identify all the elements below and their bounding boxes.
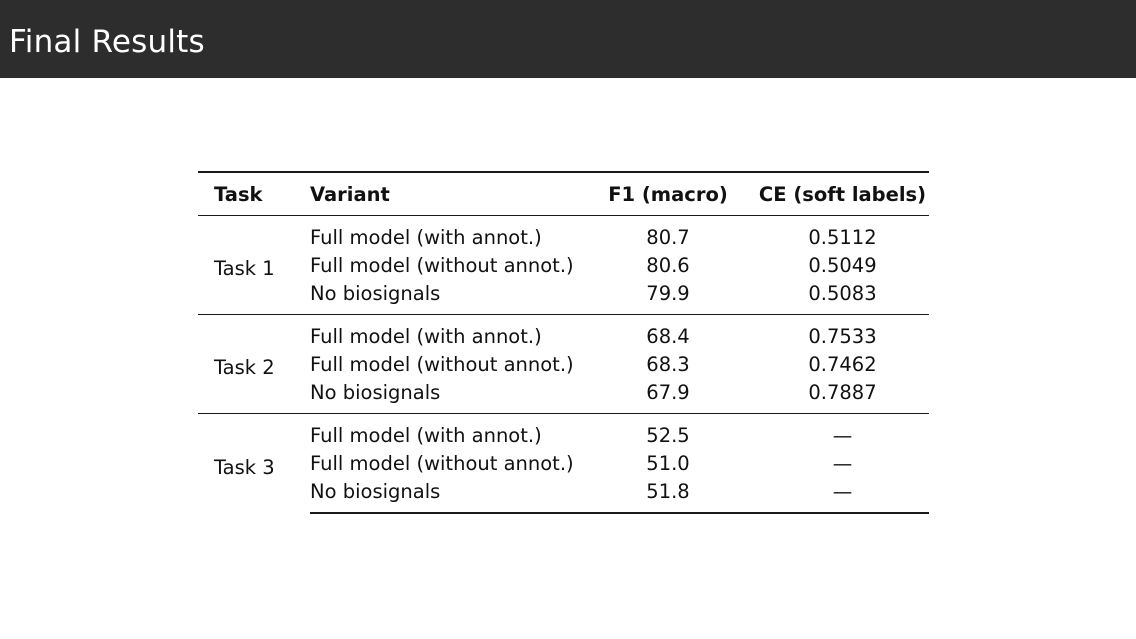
variant-cell: Full model (with annot.) (310, 413, 580, 450)
f1-cell: 51.8 (580, 478, 756, 514)
header-f1: F1 (macro) (580, 171, 756, 216)
f1-cell: 80.6 (646, 254, 690, 277)
table-row: Full model (without annot.) 68.3 0.7462 (198, 351, 929, 379)
variant-cell: Full model (with annot.) (310, 314, 580, 351)
f1-cell: 67.9 (646, 381, 690, 404)
task-label: Task 2 (198, 314, 310, 414)
f1-cell: 51.0 (646, 452, 690, 475)
ce-cell: — (756, 413, 929, 450)
table-row: No biosignals 79.9 0.5083 (198, 280, 929, 315)
task-label: Task 3 (198, 413, 310, 513)
table-row: Task 1 Full model (with annot.) 80.7 0.5… (198, 216, 929, 280)
slide-title: Final Results (9, 24, 205, 60)
ce-cell: 0.7462 (808, 353, 877, 376)
table-row: Task 3 Full model (with annot.) 52.5 — (198, 413, 929, 513)
f1-cell: 79.9 (646, 282, 690, 305)
table-row: Full model (without annot.) 80.6 0.5049 (198, 252, 929, 280)
table-row: Full model (without annot.) 51.0 — (198, 450, 929, 478)
results-table: Task Variant F1 (macro) CE (soft labels)… (198, 171, 929, 514)
ce-cell: 0.5112 (808, 226, 877, 249)
f1-cell: 68.4 (580, 314, 756, 351)
table-row: Task 2 Full model (with annot.) 68.4 0.7… (198, 314, 929, 414)
variant-cell: Full model (without annot.) (310, 452, 574, 475)
variant-cell: Full model (with annot.) (310, 226, 542, 249)
variant-cell: No biosignals (310, 282, 441, 305)
variant-cell: No biosignals (310, 381, 441, 404)
variant-cell: No biosignals (310, 478, 580, 514)
table-row: No biosignals 51.8 — (198, 478, 929, 514)
task-group-1: Task 1 Full model (with annot.) 80.7 0.5… (198, 216, 929, 315)
variant-cell: Full model (without annot.) (310, 353, 574, 376)
f1-cell: 80.7 (646, 226, 690, 249)
ce-cell: — (756, 478, 929, 514)
ce-cell: 0.5083 (808, 282, 877, 305)
task-group-3: Task 3 Full model (with annot.) 52.5 — F… (198, 413, 929, 514)
variant-cell: Full model (without annot.) (310, 254, 574, 277)
ce-cell: — (832, 452, 853, 475)
task-group-2: Task 2 Full model (with annot.) 68.4 0.7… (198, 314, 929, 414)
header-task: Task (198, 171, 310, 216)
ce-cell: 0.7533 (756, 314, 929, 351)
table-row: No biosignals 67.9 0.7887 (198, 379, 929, 414)
ce-cell: 0.5049 (808, 254, 877, 277)
header-variant: Variant (310, 171, 580, 216)
table-header: Task Variant F1 (macro) CE (soft labels) (198, 171, 929, 216)
f1-cell: 68.3 (646, 353, 690, 376)
task-label: Task 1 (214, 257, 275, 280)
title-bar: Final Results (0, 0, 1136, 78)
header-row: Task Variant F1 (macro) CE (soft labels) (198, 171, 929, 216)
header-ce: CE (soft labels) (756, 171, 929, 216)
ce-cell: 0.7887 (808, 381, 877, 404)
f1-cell: 52.5 (580, 413, 756, 450)
